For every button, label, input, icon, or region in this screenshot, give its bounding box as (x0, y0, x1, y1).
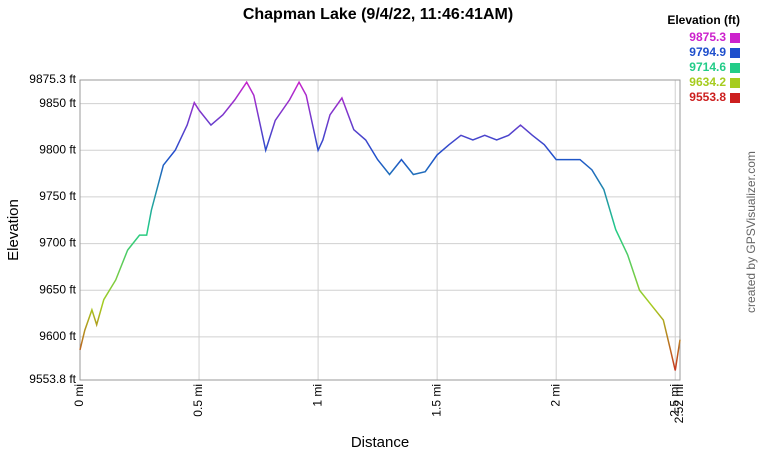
legend-label: 9553.8 (689, 90, 726, 104)
legend-swatch (730, 33, 740, 43)
legend-swatch (730, 78, 740, 88)
x-tick-label: 0 mi (72, 384, 86, 407)
x-tick-label: 2 mi (548, 384, 562, 407)
x-tick-label: 2.52 mi (672, 384, 686, 423)
credit: created by GPSVisualizer.com (744, 151, 758, 313)
x-tick-label: 0.5 mi (191, 384, 205, 417)
y-tick-label: 9800 ft (39, 142, 76, 156)
y-tick-label: 9850 ft (39, 96, 76, 110)
y-tick-label: 9875.3 ft (29, 72, 76, 86)
y-tick-label: 9600 ft (39, 329, 76, 343)
legend-label: 9875.3 (689, 30, 726, 44)
legend-label: 9634.2 (689, 75, 726, 89)
legend-label: 9714.6 (689, 60, 726, 74)
x-tick-label: 2.5 mi (667, 384, 681, 417)
legend-title: Elevation (ft) (667, 13, 740, 27)
legend-swatch (730, 48, 740, 58)
legend-label: 9794.9 (689, 45, 726, 59)
x-axis-title: Distance (351, 434, 409, 451)
legend-swatch (730, 93, 740, 103)
y-axis-title: Elevation (5, 199, 22, 261)
chart-title: Chapman Lake (9/4/22, 11:46:41AM) (243, 6, 513, 23)
x-tick-label: 1 mi (310, 384, 324, 407)
x-tick-label: 1.5 mi (429, 384, 443, 417)
y-tick-label: 9700 ft (39, 236, 76, 250)
legend-swatch (730, 63, 740, 73)
y-tick-label: 9650 ft (39, 282, 76, 296)
elevation-line (79, 80, 681, 371)
y-tick-label: 9553.8 ft (29, 372, 76, 386)
y-tick-label: 9750 ft (39, 189, 76, 203)
plot-border (79, 79, 681, 381)
